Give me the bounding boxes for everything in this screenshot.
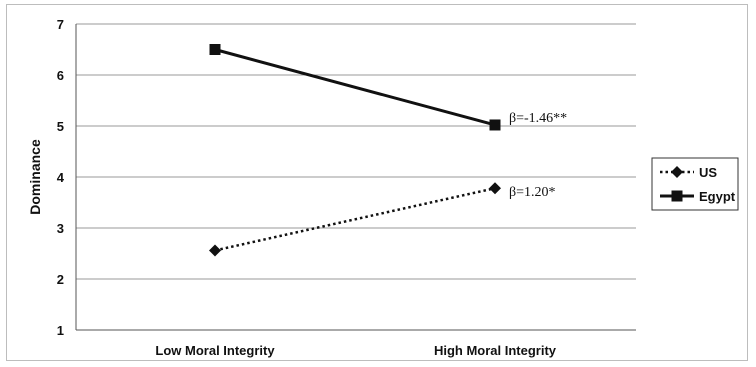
y-tick-label: 7: [57, 17, 64, 32]
gridlines: [75, 23, 636, 331]
data-point-us: [209, 244, 221, 257]
series-egypt: [209, 44, 501, 131]
legend-marker-us: [671, 166, 683, 178]
annotations: β=-1.46** β=1.20*: [509, 111, 567, 200]
legend-box: [651, 157, 739, 211]
data-point-egypt: [489, 119, 501, 131]
data-point-us: [489, 182, 501, 195]
y-tick-label: 2: [57, 272, 64, 287]
legend-label-egypt: Egypt: [699, 189, 736, 204]
y-tick-label: 3: [57, 221, 64, 236]
chart-frame: [6, 4, 748, 361]
y-tick-label: 6: [57, 68, 64, 83]
y-axis-title: Dominance: [27, 139, 43, 215]
y-axis-ticks: 1 2 3 4 5 6 7: [57, 17, 65, 338]
data-point-egypt: [209, 44, 221, 55]
series-lines: [209, 44, 501, 257]
x-tick-label: High Moral Integrity: [434, 343, 557, 358]
series-us: [209, 182, 501, 257]
legend-marker-egypt: [671, 190, 683, 202]
series-line-us: [214, 186, 496, 252]
x-tick-label: Low Moral Integrity: [155, 343, 275, 358]
legend-label-us: US: [699, 165, 717, 180]
y-tick-label: 1: [57, 323, 64, 338]
y-tick-label: 4: [57, 170, 65, 185]
annotation-egypt: β=-1.46**: [509, 111, 567, 126]
annotation-us: β=1.20*: [509, 185, 556, 200]
legend: US Egypt: [651, 157, 739, 211]
series-line-egypt: [214, 48, 496, 127]
y-tick-label: 5: [57, 119, 64, 134]
x-axis-ticks: Low Moral Integrity High Moral Integrity: [155, 343, 556, 358]
